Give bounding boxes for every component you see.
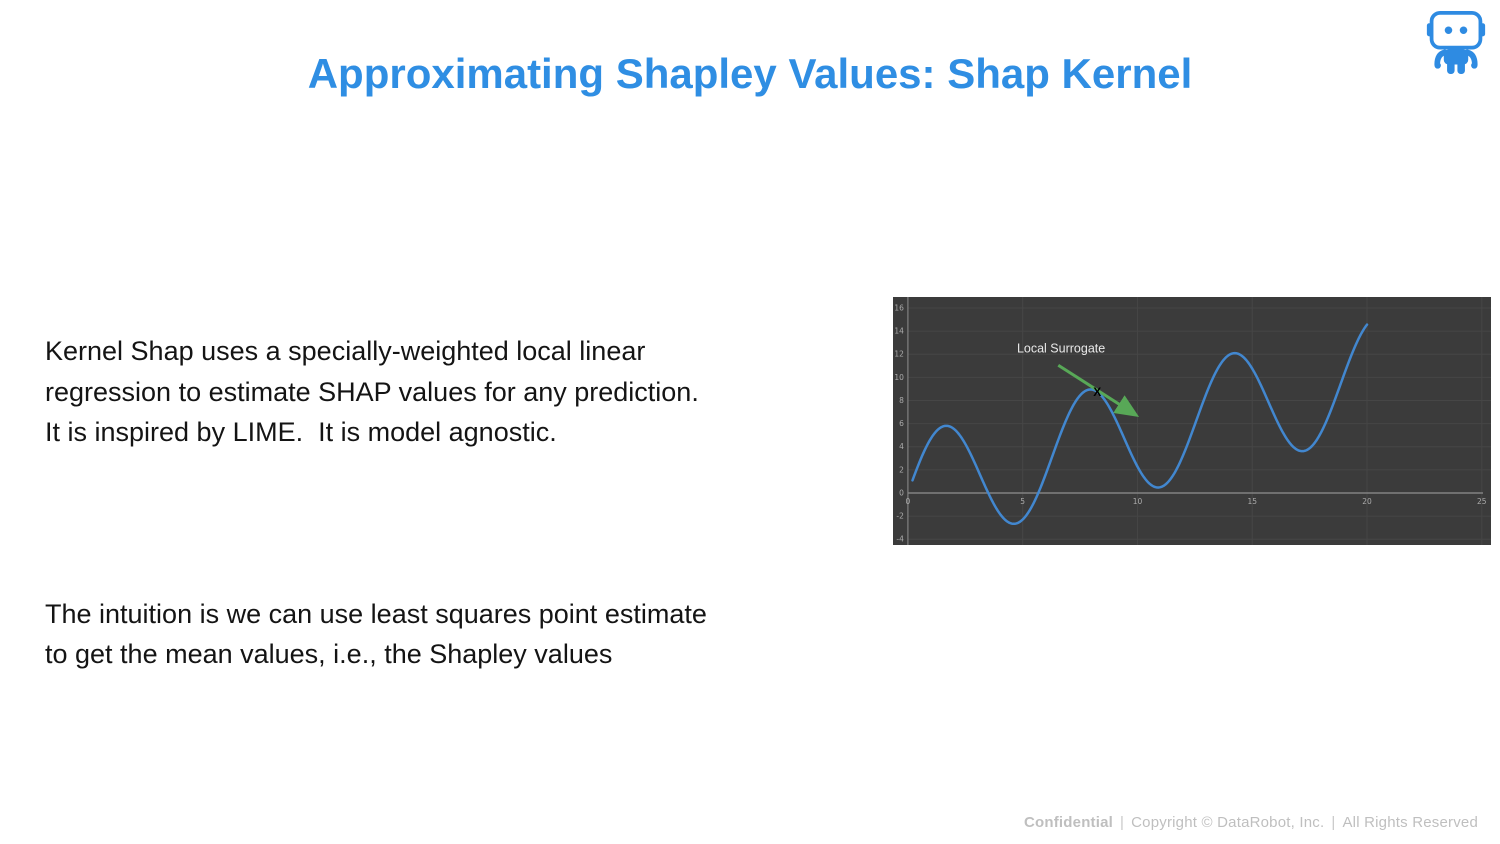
svg-text:6: 6 bbox=[899, 419, 904, 428]
paragraph-kernel-shap: Kernel Shap uses a specially-weighted lo… bbox=[45, 336, 714, 447]
footer-confidential: Confidential bbox=[1023, 814, 1114, 831]
svg-text:Local Surrogate: Local Surrogate bbox=[1017, 341, 1105, 355]
svg-text:12: 12 bbox=[894, 350, 904, 359]
page-title: Approximating Shapley Values: Shap Kerne… bbox=[307, 50, 1193, 97]
svg-text:14: 14 bbox=[894, 327, 904, 336]
svg-text:16: 16 bbox=[894, 303, 904, 312]
footer-separator: | bbox=[1331, 814, 1336, 831]
svg-text:10: 10 bbox=[1133, 497, 1143, 506]
svg-text:4: 4 bbox=[899, 442, 904, 451]
footer: Confidential | Copyright © DataRobot, Inc.… bbox=[1024, 814, 1478, 831]
robot-icon-svg bbox=[1426, 11, 1486, 74]
svg-text:20: 20 bbox=[1362, 497, 1372, 506]
paragraph-intuition: The intuition is we can use least square… bbox=[45, 598, 715, 670]
footer-separator: | bbox=[1120, 814, 1125, 831]
svg-text:-4: -4 bbox=[896, 535, 904, 544]
svg-text:25: 25 bbox=[1477, 497, 1487, 506]
footer-rights: All Rights Reserved bbox=[1342, 814, 1478, 831]
svg-text:2: 2 bbox=[899, 465, 904, 474]
svg-text:10: 10 bbox=[894, 373, 904, 382]
svg-text:5: 5 bbox=[1020, 497, 1025, 506]
footer-copyright: Copyright © DataRobot, Inc. bbox=[1131, 814, 1325, 831]
svg-text:-2: -2 bbox=[896, 512, 904, 521]
surrogate-chart: -4 -2 0 2 4 6 8 10 12 14 16 0 5 10 15 20 25 X Local Surrog… bbox=[893, 297, 1491, 545]
datarobot-robot-icon bbox=[1425, 8, 1487, 76]
svg-text:0: 0 bbox=[906, 497, 911, 506]
svg-text:X: X bbox=[1093, 385, 1101, 399]
body-text-block: Kernel Shap uses a specially-weighted lo… bbox=[45, 250, 717, 715]
svg-text:15: 15 bbox=[1247, 497, 1257, 506]
svg-text:8: 8 bbox=[899, 396, 904, 405]
svg-text:0: 0 bbox=[899, 488, 904, 497]
